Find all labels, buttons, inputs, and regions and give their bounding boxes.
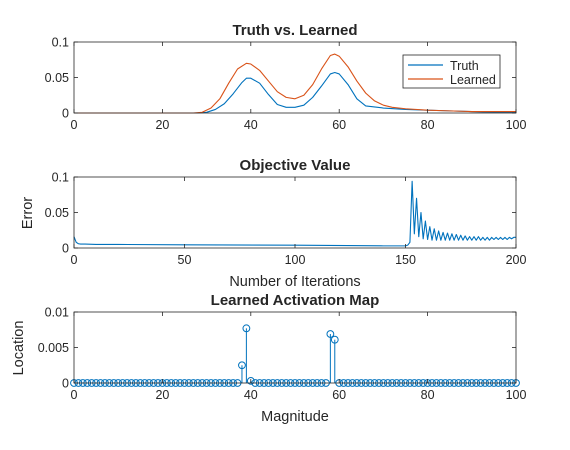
stem-marker: [326, 330, 335, 338]
stem-marker: [242, 324, 251, 333]
x-tick-label: 40: [244, 118, 258, 132]
plot-area-1: [74, 53, 516, 114]
x-tick-label: 100: [506, 118, 527, 132]
x-tick-label: 20: [155, 388, 169, 402]
x-tick-label: 40: [244, 388, 258, 402]
y-tick-label: 0: [62, 377, 69, 391]
legend: Truth Learned: [402, 54, 501, 89]
ylabel-location: Location: [11, 321, 27, 376]
series-line-truth: [74, 71, 516, 114]
y-tick-label: 0.1: [52, 36, 69, 50]
x-tick-label: 80: [421, 388, 435, 402]
x-tick-label: 60: [332, 388, 346, 402]
ylabel-error: Error: [20, 197, 36, 229]
title-learned-activation-map: Learned Activation Map: [211, 292, 380, 309]
y-tick-label: 0.01: [45, 306, 69, 320]
x-tick-label: 0: [71, 253, 78, 267]
y-tick-label: 0.05: [45, 71, 69, 85]
x-tick-label: 20: [155, 118, 169, 132]
x-tick-label: 50: [178, 253, 192, 267]
axes-1: 0 20 40 60 80 100 0 0.05 0.1: [45, 36, 527, 133]
series-line-learned: [74, 53, 516, 114]
xlabel-magnitude: Magnitude: [261, 409, 329, 425]
y-tick-label: 0: [62, 242, 69, 256]
stem-marker: [238, 361, 246, 370]
xlabel-number-of-iterations: Number of Iterations: [229, 274, 360, 290]
x-tick-label: 0: [71, 388, 78, 402]
axes-2: 0 50 100 150 200 0 0.05 0.1: [45, 171, 527, 268]
x-tick-label: 60: [332, 118, 346, 132]
y-tick-label: 0.005: [38, 341, 69, 355]
x-tick-label: 0: [71, 118, 78, 132]
y-tick-label: 0.1: [52, 171, 69, 185]
y-tick-label: 0: [62, 107, 69, 121]
x-tick-label: 100: [285, 253, 306, 267]
y-tick-label: 0.05: [45, 206, 69, 220]
x-tick-label: 80: [421, 118, 435, 132]
subplot-truth-vs-learned: Truth vs. Learned 0 20 40 60 80 100 0 0.05 0.1 T…: [45, 22, 527, 132]
title-truth-vs-learned: Truth vs. Learned: [232, 22, 357, 39]
axes-3: 0 20 40 60 80 100 0 0.005 0.01: [38, 306, 527, 403]
legend-label-learned: Learned: [450, 73, 496, 87]
stem-marker: [246, 376, 255, 385]
subplot-learned-activation-map: Learned Activation Map 0 20 40 60 80 100 0 0.00…: [11, 292, 526, 425]
x-tick-label: 150: [395, 253, 416, 267]
x-tick-label: 200: [506, 253, 527, 267]
legend-label-truth: Truth: [450, 59, 479, 73]
x-tick-label: 100: [506, 388, 527, 402]
subplot-objective-value: Objective Value 0 50 100 150 200 0 0.05 0.1 Num…: [20, 157, 526, 290]
stem-marker: [330, 335, 339, 344]
title-objective-value: Objective Value: [240, 157, 351, 174]
legend-box: [402, 54, 501, 89]
